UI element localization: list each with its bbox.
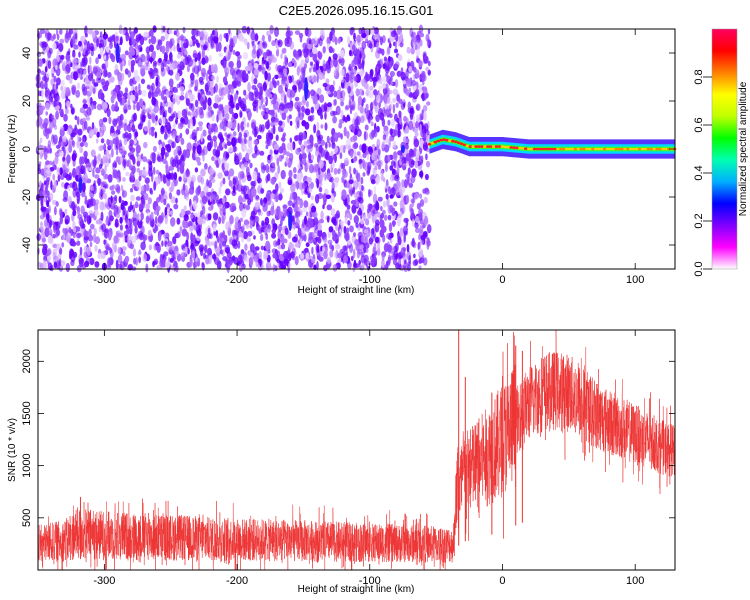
snr-y-ticks: 500 1000 1500 2000 [21,349,675,527]
x-tick-label: 0 [499,274,505,286]
noise-streak [288,211,293,231]
snr-frame [37,329,676,571]
snr-line [38,330,675,570]
spectrogram-y-ticks: -40 -20 0 20 40 [21,47,675,253]
x-tick-label: -300 [93,274,115,286]
snr-panel: -300 -200 -100 0 100 500 1000 1500 2000 Height … [7,329,676,595]
y-tick-label: 20 [21,95,33,107]
colorbar-tick-label: 0.4 [693,165,705,180]
snr-series [38,330,675,570]
spectrogram-y-label: Frequency (Hz) [7,115,18,184]
colorbar-tick-label: 0.0 [693,261,705,276]
x-tick-label: -200 [226,575,248,587]
y-tick-label: 500 [21,509,33,527]
x-tick-label: -200 [226,274,248,286]
snr-x-label: Height of straight line (km) [298,584,415,595]
noise-streak [78,177,83,193]
colorbar-tick-label: 0.8 [693,69,705,84]
y-tick-label: 40 [21,47,33,59]
x-tick-label: -100 [359,274,381,286]
snr-x-ticks: -300 -200 -100 0 100 [93,330,644,587]
colorbar-label: Normalized spectral amplitude [738,81,749,216]
colorbar: 0.0 0.2 0.4 0.6 0.8 Normalized spectral ampl… [693,28,749,277]
y-tick-label: 1500 [21,401,33,425]
x-tick-label: 0 [499,575,505,587]
x-tick-label: 100 [626,274,644,286]
noise-streak [304,77,309,101]
colorbar-ticks: 0.0 0.2 0.4 0.6 0.8 [693,69,712,277]
x-tick-label: -300 [93,575,115,587]
colorbar-gradient [712,29,737,269]
colorbar-tick-label: 0.2 [693,213,705,228]
y-tick-label: 1000 [21,453,33,477]
spectrogram-heatmap [35,24,677,274]
y-tick-label: 2000 [21,349,33,373]
y-tick-label: -20 [21,189,33,205]
noise-streak [115,43,120,63]
signal-core [427,138,677,151]
spectrogram-x-label: Height of straight line (km) [298,285,415,296]
snr-y-label: SNR (10 * v/v) [7,418,18,482]
y-tick-label: -40 [21,237,33,253]
x-tick-label: 100 [626,575,644,587]
noise-streak [400,145,405,153]
y-tick-label: 0 [21,146,33,152]
x-tick-label: -100 [359,575,381,587]
colorbar-tick-label: 0.6 [693,117,705,132]
spectrogram-x-ticks: -300 -200 -100 0 100 [93,29,644,286]
colorbar-frame [711,28,738,270]
figure-title: C2E5.2026.095.16.15.G01 [279,3,434,18]
noise-speckle [35,24,432,274]
